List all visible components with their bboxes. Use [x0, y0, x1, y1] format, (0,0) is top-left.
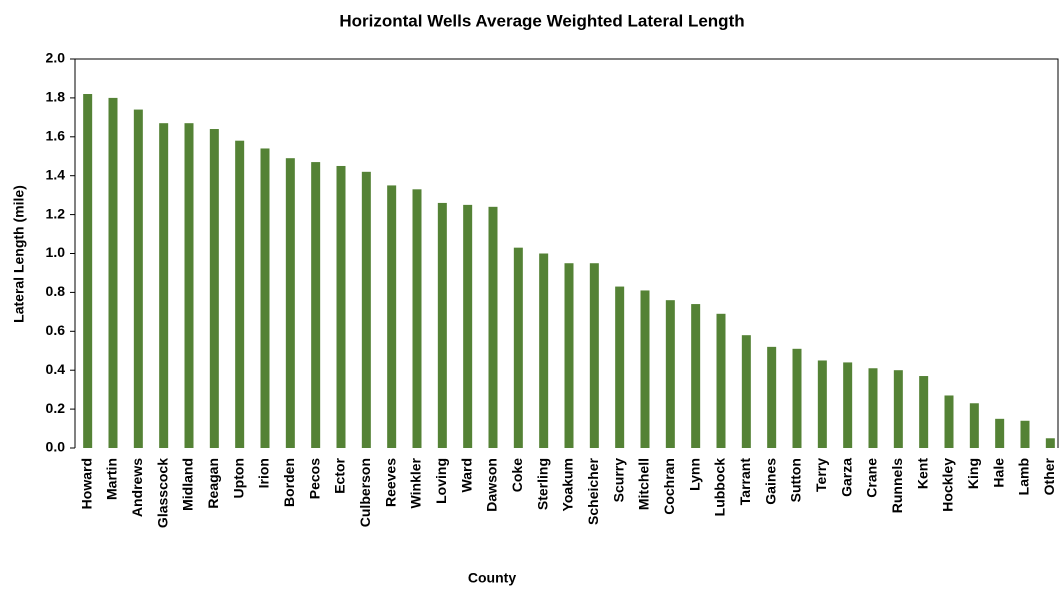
bar [615, 286, 625, 448]
x-tick-label: Andrews [129, 458, 145, 517]
x-tick-label: Kent [914, 458, 930, 489]
x-tick-label: Borden [281, 458, 297, 507]
bar [513, 247, 523, 448]
x-tick-label: Tarrant [737, 458, 753, 506]
x-tick-label: Loving [433, 458, 449, 504]
x-tick-label: Lubbock [712, 458, 728, 517]
y-tick-label: 0.4 [46, 361, 66, 377]
bar [893, 370, 903, 448]
bar [311, 162, 321, 448]
x-tick-label: Glasscock [154, 458, 170, 528]
bar [209, 129, 219, 448]
y-tick-label: 1.2 [46, 205, 66, 221]
x-axis-title: County [468, 570, 516, 586]
x-tick-label: Crane [864, 458, 880, 498]
bar [260, 148, 270, 448]
x-tick-label: Sterling [534, 458, 550, 510]
y-tick-label: 0.6 [46, 322, 66, 338]
x-tick-label: Runnels [889, 458, 905, 513]
x-tick-label: Martin [104, 458, 120, 500]
bar [843, 362, 853, 448]
bar [1020, 420, 1030, 448]
x-tick-label: Scurry [610, 458, 626, 503]
y-axis-title: Lateral Length (mile) [11, 185, 27, 323]
y-tick-label: 0.8 [46, 283, 66, 299]
x-tick-label: Ward [458, 458, 474, 492]
x-tick-label: Culberson [357, 458, 373, 527]
y-tick-label: 2.0 [46, 50, 66, 66]
bar [589, 263, 599, 448]
bar [336, 165, 346, 448]
x-tick-label: Lamb [1016, 458, 1032, 495]
x-tick-label: Howard [78, 458, 94, 509]
x-tick-label: Pecos [306, 458, 322, 499]
bar [488, 206, 498, 448]
bar [83, 94, 93, 448]
x-tick-label: Hockley [940, 458, 956, 512]
bar [741, 335, 751, 448]
bar [817, 360, 827, 448]
y-tick-label: 1.8 [46, 89, 66, 105]
bar [184, 123, 194, 448]
x-tick-label: Cochran [661, 458, 677, 515]
x-tick-label: Terry [813, 458, 829, 492]
bar [564, 263, 574, 448]
bar [539, 253, 549, 448]
x-tick-label: Reeves [382, 458, 398, 507]
x-tick-label: Garza [838, 458, 854, 497]
chart-title: Horizontal Wells Average Weighted Latera… [339, 11, 744, 30]
bar [235, 140, 245, 448]
bar [969, 403, 979, 448]
x-tick-label: Yoakum [560, 458, 576, 511]
x-tick-label: Winkler [408, 457, 424, 508]
x-tick-label: Mitchell [636, 458, 652, 510]
bar [437, 202, 447, 448]
x-tick-label: Hale [990, 458, 1006, 488]
bar [868, 368, 878, 448]
y-tick-label: 0.0 [46, 439, 66, 455]
x-tick-label: Irion [256, 458, 272, 488]
bar [919, 376, 929, 448]
x-tick-label: Other [1041, 457, 1057, 495]
x-tick-label: Sutton [788, 458, 804, 502]
bar [1045, 438, 1055, 448]
y-tick-label: 1.0 [46, 244, 66, 260]
bar [463, 204, 473, 448]
x-tick-label: Coke [509, 458, 525, 492]
y-tick-label: 0.2 [46, 400, 66, 416]
x-tick-label: Scheicher [585, 457, 601, 524]
bar [995, 418, 1005, 448]
bar [361, 171, 371, 448]
bar [640, 290, 650, 448]
x-tick-label: Upton [230, 458, 246, 498]
bar [159, 123, 169, 448]
bar [665, 300, 675, 448]
bar [133, 109, 143, 448]
x-tick-label: Ector [332, 457, 348, 493]
x-tick-label: Gaines [762, 458, 778, 505]
x-tick-label: Lynn [686, 458, 702, 491]
bar [108, 97, 118, 449]
bar [792, 348, 802, 448]
y-tick-label: 1.4 [46, 166, 66, 182]
x-tick-label: Midland [180, 458, 196, 511]
x-tick-label: King [965, 458, 981, 489]
y-tick-label: 1.6 [46, 128, 66, 144]
x-tick-label: Reagan [205, 458, 221, 509]
x-tick-label: Dawson [484, 458, 500, 512]
bar [412, 189, 422, 448]
bar [691, 304, 701, 448]
bar [767, 346, 777, 448]
bar [387, 185, 397, 449]
bar [285, 158, 295, 448]
bar [716, 313, 726, 448]
bar [944, 395, 954, 448]
